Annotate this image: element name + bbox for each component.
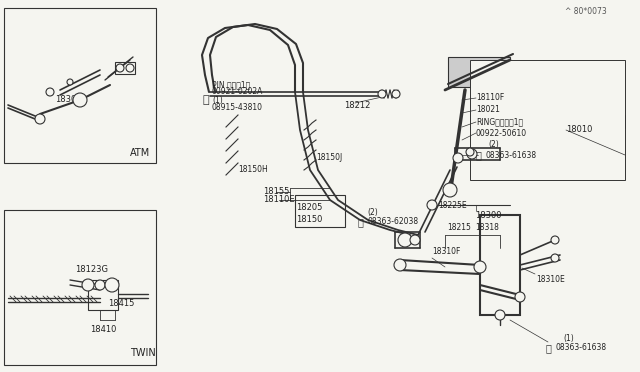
Circle shape <box>467 149 477 159</box>
Bar <box>295 195 345 227</box>
Text: Ⓢ: Ⓢ <box>545 343 551 353</box>
Text: 18021: 18021 <box>476 106 500 115</box>
Text: 18150H: 18150H <box>238 166 268 174</box>
Circle shape <box>551 254 559 262</box>
Circle shape <box>46 88 54 96</box>
Text: 18155: 18155 <box>263 187 289 196</box>
Text: 18310F: 18310F <box>432 247 460 257</box>
Circle shape <box>67 79 73 85</box>
Circle shape <box>394 259 406 271</box>
Circle shape <box>126 64 134 72</box>
Circle shape <box>392 90 400 98</box>
Text: 18300: 18300 <box>55 96 81 105</box>
Bar <box>4 210 156 365</box>
Circle shape <box>443 183 457 197</box>
Circle shape <box>35 114 45 124</box>
Circle shape <box>95 280 105 290</box>
Text: Ⓢ: Ⓢ <box>357 217 363 227</box>
Text: 08363-62038: 08363-62038 <box>367 218 418 227</box>
Circle shape <box>427 200 437 210</box>
Text: 18150J: 18150J <box>316 154 342 163</box>
Text: 18415: 18415 <box>108 298 134 308</box>
Text: (1): (1) <box>212 96 223 105</box>
Text: 18010: 18010 <box>566 125 593 135</box>
Text: PIN ピン（1）: PIN ピン（1） <box>212 80 250 90</box>
Circle shape <box>515 292 525 302</box>
Text: (1): (1) <box>563 334 573 343</box>
Circle shape <box>466 148 474 156</box>
Text: 18150: 18150 <box>296 215 323 224</box>
Circle shape <box>410 235 420 245</box>
Bar <box>4 8 156 163</box>
Text: 18110E: 18110E <box>263 196 294 205</box>
Text: 18110F: 18110F <box>476 93 504 103</box>
Bar <box>115 62 135 74</box>
Text: 00921-0202A: 00921-0202A <box>212 87 264 96</box>
Text: Ⓢ: Ⓢ <box>475 150 481 160</box>
Text: 18212: 18212 <box>344 100 371 109</box>
Text: Ⓜ: Ⓜ <box>203 95 209 105</box>
Circle shape <box>398 233 412 247</box>
Text: TWIN: TWIN <box>130 348 156 358</box>
Text: (2): (2) <box>367 208 378 218</box>
Circle shape <box>116 64 124 72</box>
Circle shape <box>453 153 463 163</box>
Text: (2): (2) <box>488 141 499 150</box>
Text: 08915-43810: 08915-43810 <box>212 103 263 112</box>
Text: ATM: ATM <box>130 148 150 158</box>
Circle shape <box>73 93 87 107</box>
Text: 18123G: 18123G <box>75 266 108 275</box>
Text: 00922-50610: 00922-50610 <box>476 128 527 138</box>
Text: 18410: 18410 <box>90 326 116 334</box>
Text: RINGリング（1）: RINGリング（1） <box>476 118 523 126</box>
Text: 18225E: 18225E <box>438 201 467 209</box>
Bar <box>88 280 118 310</box>
Circle shape <box>551 236 559 244</box>
Text: ^ 80*0073: ^ 80*0073 <box>565 7 607 16</box>
Circle shape <box>474 261 486 273</box>
Bar <box>470 60 625 180</box>
Circle shape <box>105 278 119 292</box>
Text: 18300: 18300 <box>475 211 502 219</box>
Text: 08363-61638: 08363-61638 <box>485 151 536 160</box>
Text: 08363-61638: 08363-61638 <box>555 343 606 353</box>
Circle shape <box>378 90 386 98</box>
Text: 18215: 18215 <box>447 224 471 232</box>
Text: 18310E: 18310E <box>536 276 564 285</box>
Bar <box>480 215 520 315</box>
Text: 18205: 18205 <box>296 203 323 212</box>
Circle shape <box>495 310 505 320</box>
Bar <box>448 57 510 87</box>
Text: 18318: 18318 <box>475 224 499 232</box>
Circle shape <box>82 279 94 291</box>
